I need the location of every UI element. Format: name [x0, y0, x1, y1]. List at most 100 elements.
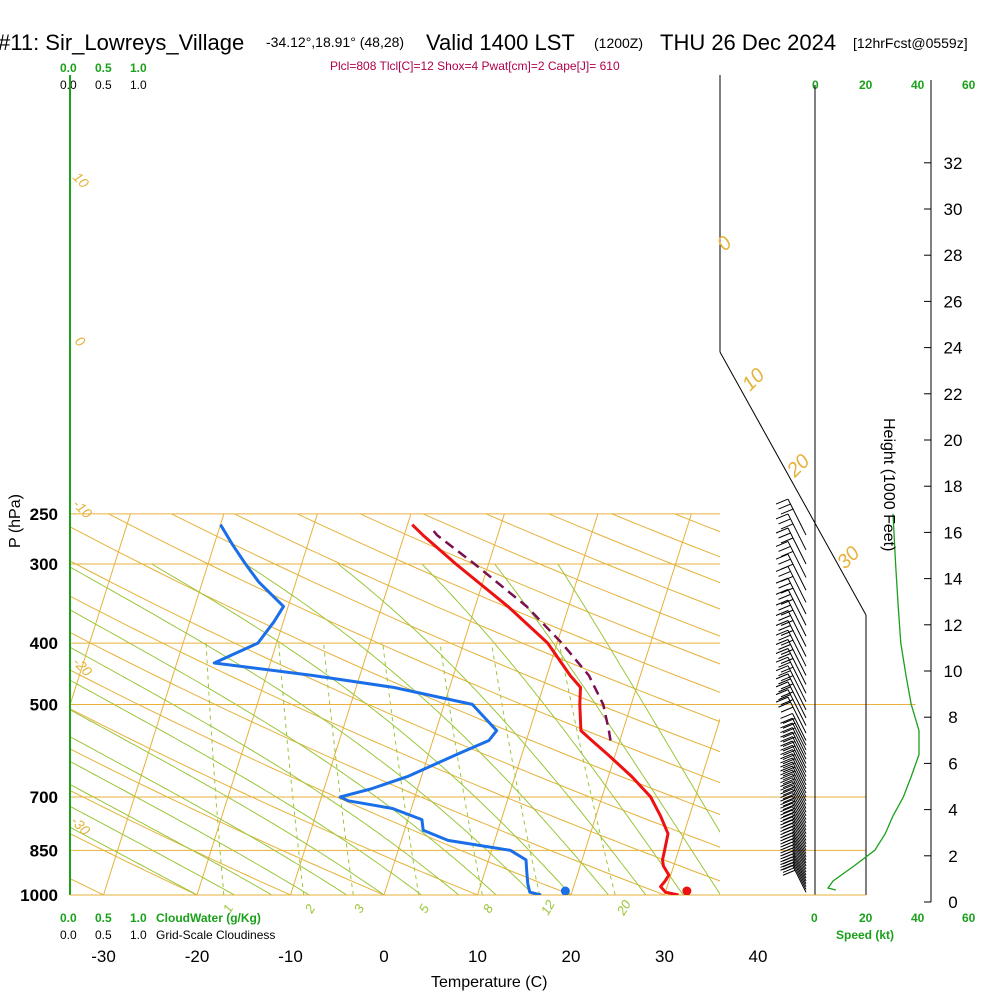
wind-barb-feather [778, 661, 791, 668]
temperature-tick-label: -10 [278, 947, 303, 966]
dry-adiabat-line [234, 513, 720, 723]
wind-barb [792, 862, 807, 890]
wind-barb-feather [782, 811, 796, 818]
wind-barb [792, 785, 807, 813]
wind-barb-feather [780, 809, 793, 816]
pressure-tick-label: 250 [30, 505, 58, 524]
isotherm-label-left-m20: -20 [70, 654, 96, 680]
top-green-0: 0.0 [60, 61, 77, 75]
wind-barb-feather [780, 792, 793, 799]
wind-barb [792, 727, 807, 755]
wind-barb-feather [780, 844, 793, 851]
wind-barb-feather [780, 744, 793, 751]
wind-barb-feather [775, 629, 789, 636]
moist-adiabat-line [557, 563, 720, 833]
top-black-0: 0.0 [60, 78, 77, 92]
wind-barb [787, 577, 807, 615]
dry-adiabat-line [926, 514, 1000, 895]
wind-barb-feather [780, 777, 793, 784]
bottom-speed-40: 40 [911, 911, 925, 925]
mix-label-5: 5 [416, 901, 433, 915]
wind-barb-feather [780, 550, 794, 557]
wind-barb-feather [775, 565, 789, 572]
wind-barb-feather [780, 781, 793, 787]
dry-adiabat-line [70, 789, 291, 895]
height-tick-label: 32 [944, 154, 963, 173]
wind-barb-feather [780, 856, 793, 863]
wind-barb-feather [778, 532, 791, 539]
wind-barb [787, 599, 807, 637]
mix-label-8: 8 [480, 901, 497, 915]
pressure-tick-label: 500 [30, 695, 58, 714]
wind-barb [792, 713, 807, 741]
wind-barb [787, 639, 807, 676]
wind-barb [792, 865, 807, 893]
wind-barb [787, 589, 807, 626]
wind-barb-feather [782, 793, 796, 800]
wind-barb-feather [775, 540, 789, 547]
wind-barb [792, 761, 807, 790]
temperature-tick-label: -20 [185, 947, 210, 966]
forecast-run: [12hrFcst@0559z] [853, 35, 968, 51]
surface-temperature-dot [682, 886, 692, 895]
wind-barb-feather [782, 789, 796, 796]
wind-barb [792, 718, 807, 746]
wind-barb [787, 629, 807, 667]
height-tick-label: 28 [944, 246, 963, 265]
temperature-tick-label: -30 [91, 947, 116, 966]
wind-barb-feather [780, 795, 793, 802]
temperature-tick-label: 0 [379, 947, 388, 966]
wind-barb-feather [778, 644, 791, 650]
wind-barb-feather [780, 835, 793, 842]
wind-barb [792, 853, 807, 882]
wind-barb-feather [780, 802, 793, 809]
wind-barb [792, 765, 807, 794]
plot-frame [69, 75, 867, 896]
wind-barb-feather [782, 814, 796, 821]
wind-barb-feather [775, 648, 789, 654]
wind-barb-feather [780, 598, 794, 605]
height-tick-label: 20 [944, 431, 963, 450]
wind-barb-feather [778, 604, 791, 611]
wind-barb-feather [782, 869, 796, 876]
top-green-2: 1.0 [130, 61, 147, 75]
wind-barb-feather [780, 788, 793, 795]
height-tick-label: 4 [948, 801, 957, 820]
wind-barb [792, 799, 807, 827]
wind-barb-feather [780, 649, 794, 655]
wind-barb-feather [780, 609, 794, 616]
wind-barb [787, 620, 807, 657]
wind-barb [792, 847, 807, 876]
speed-profile-line [826, 513, 920, 891]
wind-barb-feather [778, 670, 791, 677]
station-title: #11: Sir_Lowreys_Village [0, 30, 244, 55]
wind-barb-feather [780, 757, 793, 764]
wind-barb [787, 610, 807, 647]
top-speed-scale: 0 20 40 60 [812, 78, 976, 92]
wind-barb-feather [780, 523, 794, 530]
mix-label-20: 20 [613, 897, 634, 919]
height-tick-label: 16 [944, 523, 963, 542]
top-black-2: 1.0 [130, 78, 147, 92]
wind-barb [787, 665, 807, 702]
wind-barb-feather [778, 615, 791, 621]
dry-adiabat-line [70, 669, 572, 895]
wind-barb-feather [778, 634, 791, 641]
height-tick-label: 0 [948, 893, 957, 912]
moist-adiabat-line [70, 679, 422, 895]
valid-time: Valid 1400 LST [426, 30, 575, 55]
wind-barb [792, 773, 807, 802]
height-tick-label: 2 [948, 847, 957, 866]
wind-barb [792, 816, 807, 845]
wind-barb-feather [778, 625, 791, 631]
wind-barb-feather [780, 675, 794, 682]
wind-barb-feather [775, 513, 789, 520]
wind-barb-feather [782, 797, 796, 804]
wind-barbs [775, 498, 807, 893]
moist-adiabat-line [494, 563, 720, 895]
bottom-speed-20: 20 [859, 911, 873, 925]
wind-barb-feather [780, 765, 793, 772]
bottom-speed-60: 60 [962, 911, 976, 925]
wind-barb [792, 753, 807, 781]
